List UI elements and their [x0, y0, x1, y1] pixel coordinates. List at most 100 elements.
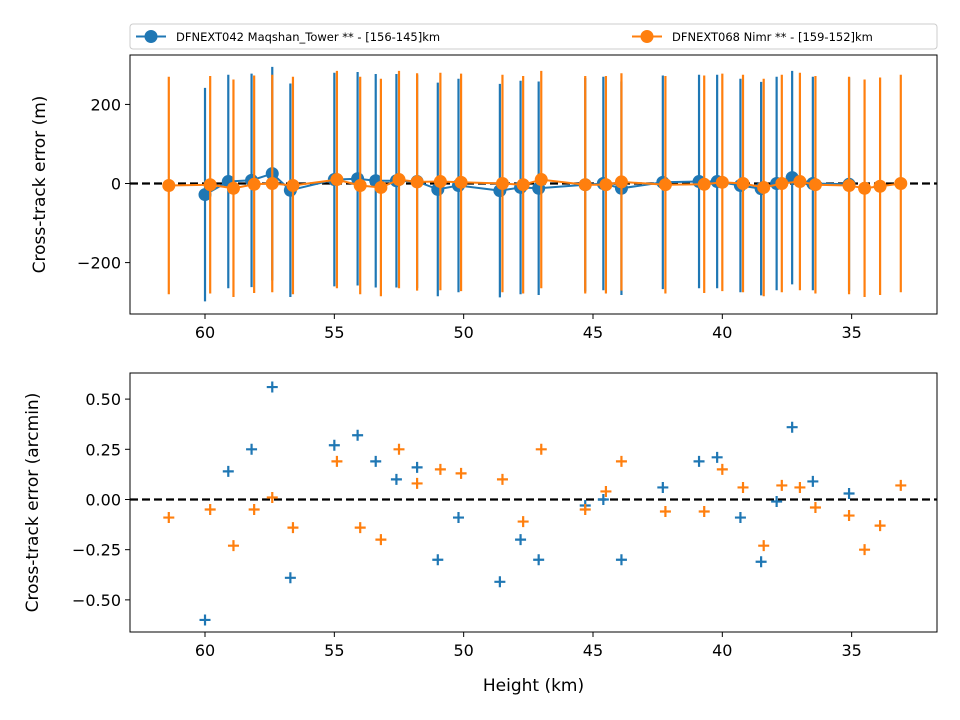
data-point [658, 178, 672, 192]
x-tick-label: 55 [324, 323, 344, 342]
data-point [374, 180, 388, 194]
data-point [534, 173, 548, 187]
data-point [286, 178, 300, 192]
data-point [454, 175, 468, 189]
x-tick-label: 50 [453, 323, 473, 342]
y-axis-label: Cross-track error (arcmin) [23, 393, 43, 613]
data-point [809, 502, 821, 514]
data-point [265, 177, 279, 191]
data-point [657, 481, 669, 493]
legend-label: DFNEXT068 Nimr ** - [159-152]km [672, 30, 873, 44]
data-point [390, 473, 402, 485]
y-tick-label: −200 [77, 254, 121, 273]
data-point [859, 544, 871, 556]
data-point [776, 479, 788, 491]
legend-box [129, 23, 938, 50]
data-point [516, 178, 530, 192]
panel-top-errorbar: 60 55 50 45 40 35 200 0 −200 Cross-track error (m… [30, 54, 938, 342]
data-point [895, 479, 907, 491]
data-point [247, 177, 261, 191]
data-point [287, 522, 299, 534]
data-point [775, 177, 789, 191]
data-point [843, 510, 855, 522]
data-point [352, 429, 364, 441]
data-point [736, 177, 750, 191]
x-tick-label: 55 [324, 641, 344, 660]
data-point [432, 554, 444, 566]
legend-item-1: DFNEXT068 Nimr ** - [159-152]km [632, 30, 873, 44]
x-axis-label: Height (km) [483, 676, 584, 696]
data-point [533, 554, 545, 566]
x-tick-label: 50 [453, 641, 473, 660]
data-point [266, 491, 278, 503]
data-point [808, 178, 822, 192]
data-point [659, 506, 671, 518]
data-point [162, 178, 176, 192]
panel-bottom-scatter: 60 55 50 45 40 35 0.50 0.25 0.00 −0.25 −0.50 Cross-… [23, 372, 938, 696]
data-point [222, 465, 234, 477]
legend-item-0: DFNEXT042 Maqshan_Tower ** - [156-145]km [136, 30, 440, 44]
y-tick-label: −0.50 [72, 591, 121, 610]
data-point [578, 178, 592, 192]
data-point [496, 473, 508, 485]
data-point [226, 181, 240, 195]
y-axis-label: Cross-track error (m) [30, 96, 50, 274]
data-point [757, 180, 771, 194]
series-1 [162, 70, 908, 297]
data-point [693, 455, 705, 467]
data-point [495, 177, 509, 191]
data-point [858, 181, 872, 195]
data-point [330, 173, 344, 187]
data-point [615, 455, 627, 467]
data-point [410, 175, 424, 189]
data-point [716, 463, 728, 475]
data-point [771, 495, 783, 507]
data-point [579, 504, 591, 516]
data-point [786, 421, 798, 433]
data-point [874, 520, 886, 532]
data-point [198, 188, 212, 202]
y-tick-label: −0.25 [72, 541, 121, 560]
data-point [737, 481, 749, 493]
data-point [375, 534, 387, 546]
x-tick-label: 60 [195, 323, 215, 342]
axes-frame [129, 372, 938, 633]
data-point [494, 576, 506, 588]
data-point [758, 540, 770, 552]
data-point [793, 175, 807, 189]
x-tick-label: 40 [712, 641, 732, 660]
data-point [433, 175, 447, 189]
series-1 [163, 443, 907, 556]
data-point [204, 504, 216, 516]
data-point [354, 522, 366, 534]
data-point [697, 177, 711, 191]
x-tick-label: 35 [841, 641, 861, 660]
data-point [328, 439, 340, 451]
data-point [843, 487, 855, 499]
data-point [842, 178, 856, 192]
data-point [597, 493, 609, 505]
data-point [411, 477, 423, 489]
data-point [873, 179, 887, 193]
data-point [393, 443, 405, 455]
data-point [163, 512, 175, 524]
legend-marker [640, 30, 654, 43]
data-point [715, 175, 729, 189]
data-point [755, 556, 767, 568]
data-point [894, 177, 908, 191]
data-point [807, 475, 819, 487]
data-point [199, 614, 211, 626]
data-point [515, 534, 527, 546]
data-point [284, 572, 296, 584]
data-point [227, 540, 239, 552]
data-point [734, 512, 746, 524]
data-point [411, 461, 423, 473]
data-point [600, 485, 612, 497]
data-point [248, 504, 260, 516]
data-point [614, 175, 628, 189]
y-tick-label: 200 [90, 95, 121, 114]
data-point [615, 554, 627, 566]
legend-marker [144, 30, 158, 43]
data-point [535, 443, 547, 455]
